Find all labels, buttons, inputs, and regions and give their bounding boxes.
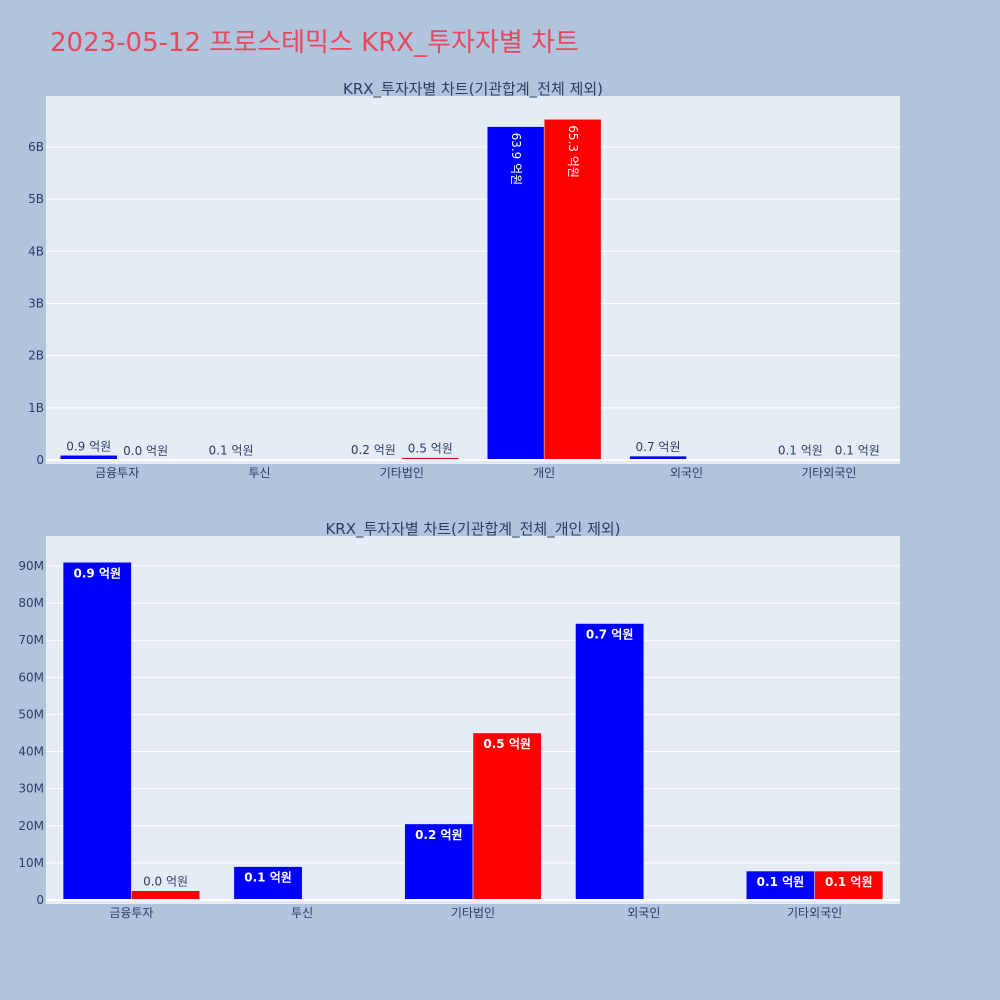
x-tick-label: 투신: [248, 466, 270, 480]
y-tick-label: 50M: [18, 707, 44, 721]
data-label: 0.0 억원: [143, 875, 188, 889]
y-tick-label: 5B: [28, 192, 44, 206]
y-tick-label: 0: [36, 453, 44, 467]
chart-title: KRX_투자자별 차트(기관합계_전체_개인 제외): [325, 520, 620, 539]
chart-title: KRX_투자자별 차트(기관합계_전체 제외): [343, 80, 603, 99]
data-label: 0.5 억원: [483, 737, 531, 751]
data-label: 0.1 억원: [778, 444, 823, 458]
x-tick-label: 기타외국인: [801, 466, 856, 480]
bar: [814, 870, 884, 901]
y-tick-label: 40M: [18, 745, 44, 759]
x-tick-label: 기타외국인: [787, 906, 842, 920]
y-tick-label: 1B: [28, 401, 44, 415]
bar: [472, 732, 542, 901]
x-tick-label: 금융투자: [109, 906, 153, 920]
bar: [575, 623, 645, 901]
bar: [746, 870, 815, 901]
y-tick-label: 3B: [28, 296, 44, 310]
x-tick-label: 기타법인: [380, 466, 424, 480]
data-label: 0.5 억원: [408, 442, 453, 456]
data-label: 0.1 억원: [209, 443, 254, 457]
data-label: 0.7 억원: [586, 628, 634, 642]
data-label: 0.9 억원: [66, 439, 111, 453]
data-label: 0.9 억원: [73, 566, 121, 580]
plot-area: [46, 96, 900, 464]
y-tick-label: 70M: [18, 633, 44, 647]
data-label: 0.2 억원: [351, 443, 396, 457]
data-label: 0.7 억원: [636, 440, 681, 454]
data-label: 0.1 억원: [757, 875, 805, 889]
y-tick-label: 6B: [28, 140, 44, 154]
bar: [233, 866, 303, 901]
y-tick-label: 10M: [18, 856, 44, 870]
data-label: 0.1 억원: [244, 871, 292, 885]
chart-2: 0 10M 20M 30M 40M 50M 60M 70M 80M 90M KRX_투자자별 차트(…: [18, 520, 900, 920]
y-tick-label: 30M: [18, 782, 44, 796]
x-tick-label: 투신: [291, 906, 313, 920]
data-label: 63.9 억원: [509, 133, 523, 186]
data-label: 0.0 억원: [123, 444, 168, 458]
bar: [543, 119, 602, 461]
y-tick-label: 80M: [18, 596, 44, 610]
x-tick-label: 기타법인: [451, 906, 495, 920]
page-title: 2023-05-12 프로스테믹스 KRX_투자자별 차트: [50, 28, 579, 58]
bar: [131, 890, 200, 901]
x-tick-label: 개인: [533, 466, 555, 480]
data-label: 65.3 억원: [566, 125, 580, 178]
x-tick-label: 외국인: [670, 466, 703, 480]
y-tick-label: 2B: [28, 349, 44, 363]
y-tick-label: 20M: [18, 819, 44, 833]
bar: [62, 562, 132, 901]
y-tick-label: 90M: [18, 559, 44, 573]
x-tick-label: 외국인: [627, 906, 660, 920]
data-label: 0.2 억원: [415, 828, 463, 842]
y-tick-label: 4B: [28, 244, 44, 258]
bar: [404, 823, 474, 901]
data-label: 0.1 억원: [835, 444, 880, 458]
y-tick-label: 60M: [18, 670, 44, 684]
data-label: 0.1 억원: [825, 875, 873, 889]
x-tick-label: 금융투자: [95, 466, 139, 480]
y-tick-label: 0: [36, 893, 44, 907]
chart-1: 0 1B 2B 3B 4B 5B 6B KRX_투자자별 차트(기관합계_전체 제외) 금융투자…: [28, 80, 900, 480]
